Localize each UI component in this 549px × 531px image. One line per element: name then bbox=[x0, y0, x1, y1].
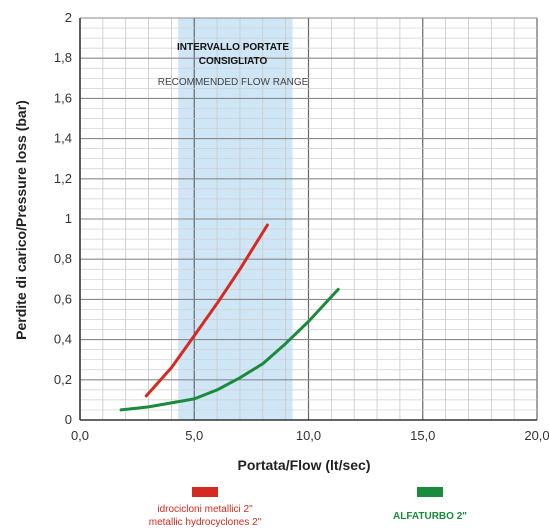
grid bbox=[79, 17, 538, 421]
y-tick-label: 0,2 bbox=[54, 372, 72, 387]
y-tick-label: 1,2 bbox=[54, 171, 72, 186]
band-subtitle: RECOMMENDED FLOW RANGE bbox=[158, 77, 309, 88]
y-tick-label: 1,8 bbox=[54, 50, 72, 65]
x-tick-label: 10,0 bbox=[296, 428, 321, 443]
legend-green-swatch bbox=[417, 487, 443, 497]
band-title-line1: INTERVALLO PORTATE bbox=[177, 42, 289, 53]
y-tick-label: 2 bbox=[65, 10, 72, 25]
y-tick-label: 0 bbox=[65, 412, 72, 427]
series-line-alfaturbo bbox=[119, 287, 340, 412]
band-title-line2: CONSIGLIATO bbox=[199, 56, 268, 67]
y-tick-label: 0,4 bbox=[54, 332, 72, 347]
axes bbox=[79, 18, 537, 421]
legend-red-swatch bbox=[192, 487, 218, 497]
x-tick-label: 15,0 bbox=[410, 428, 435, 443]
x-tick-label: 5,0 bbox=[185, 428, 203, 443]
y-tick-label: 1 bbox=[65, 211, 72, 226]
legend-red-label-line2: metallic hydrocyclones 2" bbox=[149, 517, 262, 528]
y-tick-label: 0,8 bbox=[54, 251, 72, 266]
y-tick-label: 1,4 bbox=[54, 131, 72, 146]
series-lines bbox=[119, 223, 340, 412]
y-axis-label: Perdite di carico/Pressure loss (bar) bbox=[13, 100, 29, 340]
y-tick-label: 0,6 bbox=[54, 291, 72, 306]
x-axis-label: Portata/Flow (lt/sec) bbox=[237, 457, 370, 473]
x-tick-label: 20,0 bbox=[524, 428, 549, 443]
series-line-metallic-hydrocyclones bbox=[144, 223, 269, 398]
x-tick-label: 0,0 bbox=[71, 428, 89, 443]
legend-red-label-line1: idrocicloni metallici 2" bbox=[157, 504, 253, 515]
tick-labels: 00,20,40,60,811,21,41,61,820,0 5,0 10,0 15,… bbox=[54, 10, 549, 443]
legend-green-label: ALFATURBO 2" bbox=[393, 511, 467, 522]
y-tick-label: 1,6 bbox=[54, 90, 72, 105]
